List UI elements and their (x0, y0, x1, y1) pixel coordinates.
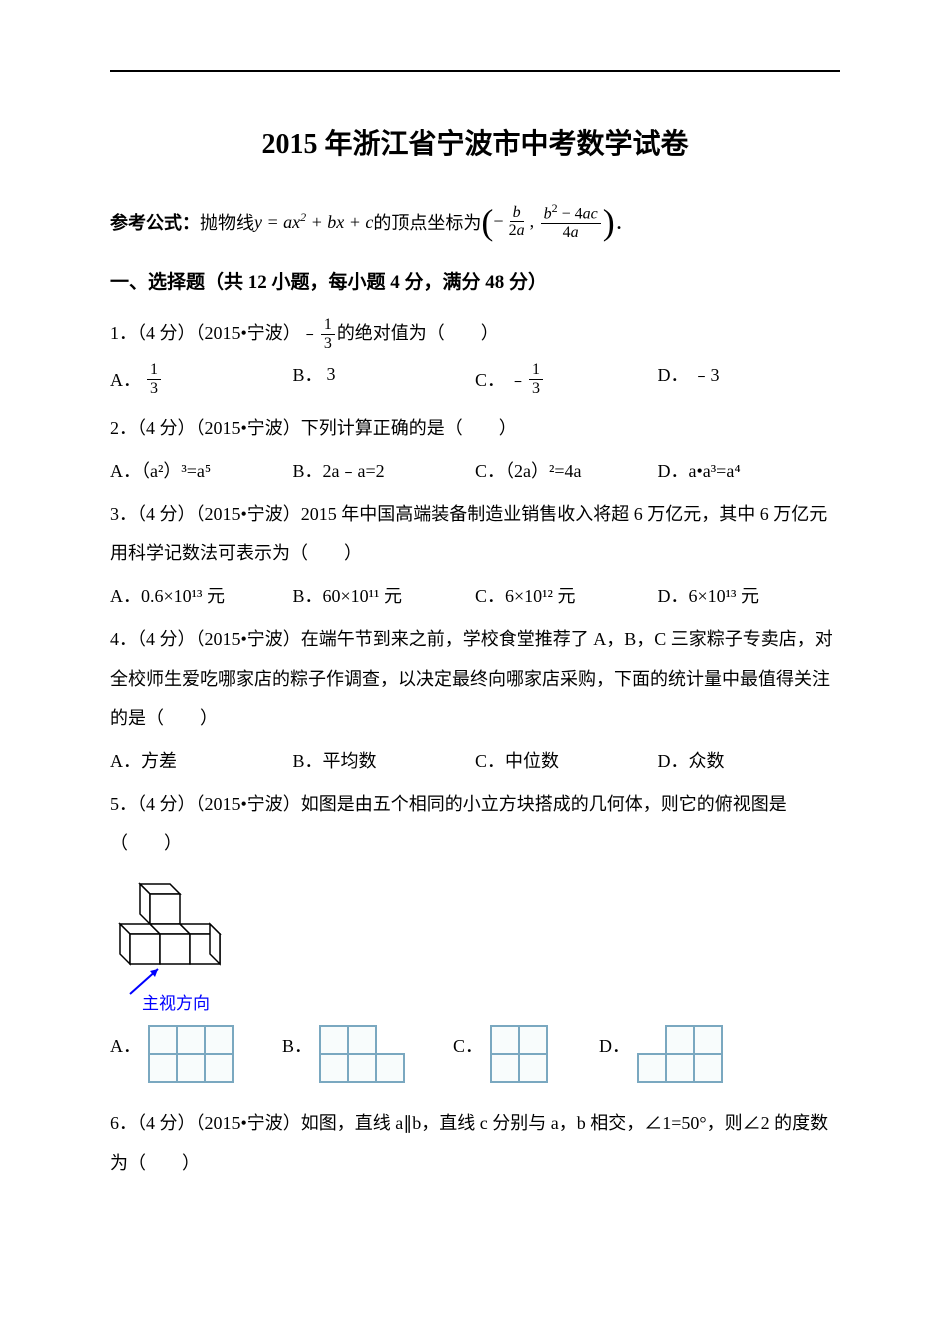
q4-optB: B．平均数 (293, 747, 476, 773)
question-4: 4．（4 分）（2015•宁波）在端午节到来之前，学校食堂推荐了 A，B，C 三… (110, 620, 840, 739)
question-5: 5．（4 分）（2015•宁波）如图是由五个相同的小立方块搭成的几何体，则它的俯… (110, 785, 840, 864)
q3-optB: B．60×10¹¹ 元 (293, 582, 476, 608)
q2-optC: C．（2a）²=4a (475, 457, 658, 483)
vertex-y: b2 − 4ac 4a (541, 202, 601, 242)
question-3: 3．（4 分）（2015•宁波）2015 年中国高端装备制造业销售收入将超 6 … (110, 495, 840, 574)
q2-optD: D．a•a³=a⁴ (658, 457, 841, 483)
q5-options: A． B． (110, 1024, 840, 1089)
comma: , (530, 211, 539, 232)
q4-optC: C．中位数 (475, 747, 658, 773)
exam-title: 2015 年浙江省宁波市中考数学试卷 (110, 122, 840, 162)
q3-options: A．0.6×10¹³ 元 B．60×10¹¹ 元 C．6×10¹² 元 D．6×… (110, 582, 840, 608)
q1-optB: B． 3 (293, 361, 476, 387)
formula-text2: 的顶点坐标为 (373, 209, 481, 235)
reference-formula: 参考公式： 抛物线 y = ax2 + bx + c 的顶点坐标为 ( −b2a… (110, 202, 840, 242)
period: ． (615, 209, 633, 235)
question-6: 6．（4 分）（2015•宁波）如图，直线 a∥b，直线 c 分别与 a，b 相… (110, 1104, 840, 1183)
q1-options: A． 13 B． 3 C． ﹣13 D． ﹣3 (110, 361, 840, 397)
question-1: 1．（4 分）（2015•宁波）﹣13的绝对值为（ ） (110, 314, 840, 354)
q5-optA: A． (110, 1024, 242, 1089)
header-rule (110, 70, 840, 72)
front-view-label: 主视方向 (142, 994, 210, 1013)
question-2: 2．（4 分）（2015•宁波）下列计算正确的是（ ） (110, 409, 840, 449)
q4-options: A．方差 B．平均数 C．中位数 D．众数 (110, 747, 840, 773)
section1-header: 一、选择题（共 12 小题，每小题 4 分，满分 48 分） (110, 267, 840, 294)
formula-eq: y = ax2 + bx + c (254, 210, 373, 233)
formula-text1: 抛物线 (200, 209, 254, 235)
q5-optC: C． (453, 1024, 559, 1089)
paren-left: ( (481, 204, 493, 240)
q1-optC: C． ﹣13 (475, 361, 658, 397)
formula-label: 参考公式： (110, 209, 200, 235)
q2-optA: A．（a²）³=a⁵ (110, 457, 293, 483)
q3-optD: D．6×10¹³ 元 (658, 582, 841, 608)
q1-optA: A． 13 (110, 361, 293, 397)
q3-optA: A．0.6×10¹³ 元 (110, 582, 293, 608)
q2-optB: B．2a﹣a=2 (293, 457, 476, 483)
q5-optB: B． (282, 1024, 413, 1089)
cube-3d-figure: 主视方向 (110, 874, 840, 1014)
q3-optC: C．6×10¹² 元 (475, 582, 658, 608)
q4-optA: A．方差 (110, 747, 293, 773)
q4-optD: D．众数 (658, 747, 841, 773)
paren-right: ) (603, 204, 615, 240)
q5-optD: D． (599, 1024, 731, 1089)
q2-options: A．（a²）³=a⁵ B．2a﹣a=2 C．（2a）²=4a D．a•a³=a⁴ (110, 457, 840, 483)
vertex-x: −b2a (493, 204, 529, 240)
q1-optD: D． ﹣3 (658, 361, 841, 387)
